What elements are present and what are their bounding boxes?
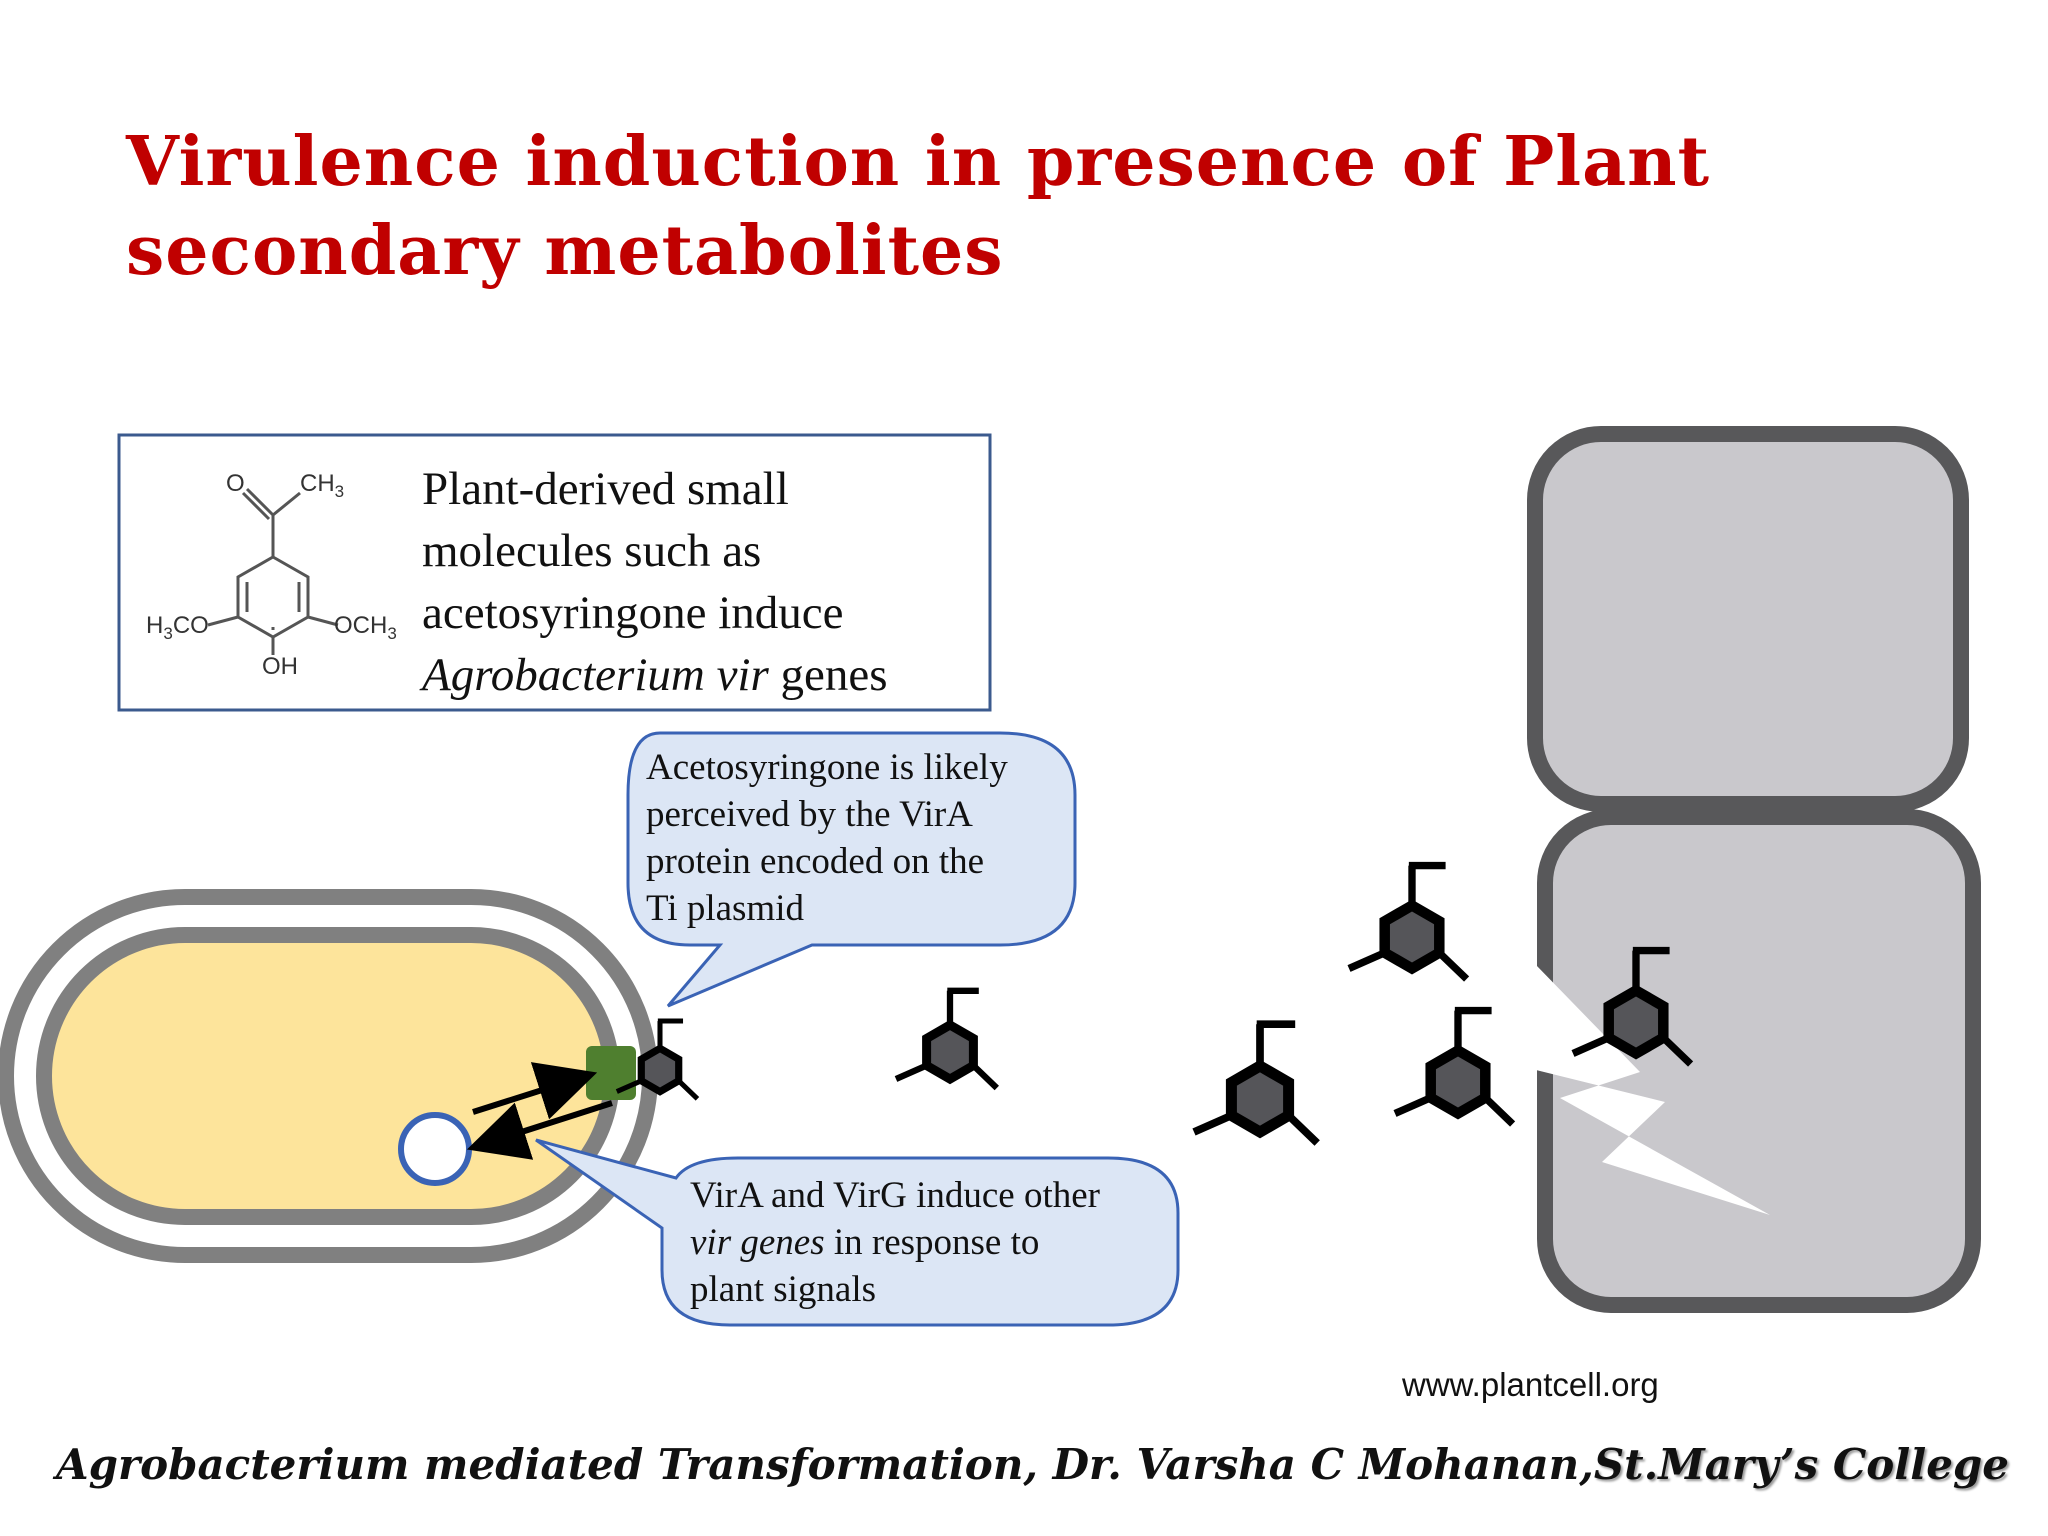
callout-bottom-line-2: vir genes in response to xyxy=(690,1219,1100,1266)
plant-cells xyxy=(1527,426,1981,1313)
info-box-text: Plant-derived small molecules such as ac… xyxy=(422,458,982,706)
slide-title: Virulence induction in presence of Plant… xyxy=(126,118,1826,296)
acetosyringone-icon xyxy=(896,991,997,1088)
title-line-1: Virulence induction in presence of Plant xyxy=(126,122,1710,202)
info-line-3: acetosyringone induce xyxy=(422,587,844,639)
slide-footer: Agrobacterium mediated Transformation, D… xyxy=(56,1440,2016,1489)
ti-plasmid xyxy=(398,1112,472,1186)
acetosyringone-icon xyxy=(1349,866,1467,979)
callout-top-bubble xyxy=(626,731,1077,1008)
plant-cell-top xyxy=(1527,426,1969,812)
left-methoxy-label: H3CO xyxy=(146,612,209,643)
acetosyringone-icon xyxy=(1194,1024,1317,1143)
callout-top-line-4: Ti plasmid xyxy=(646,888,804,929)
callout-bottom-line-2-rest: in response to xyxy=(824,1222,1040,1263)
acetosyringone-icon xyxy=(1395,1011,1513,1124)
info-italic-text: Agrobacterium vir xyxy=(422,649,769,701)
wound-site xyxy=(1536,965,1770,1215)
inner-membrane xyxy=(36,927,620,1225)
agrobacterium-cell xyxy=(0,889,658,1263)
callout-top-text: Acetosyringone is likely perceived by th… xyxy=(646,744,1008,932)
right-methoxy-label: OCH3 xyxy=(334,612,397,643)
info-line-2: molecules such as xyxy=(422,525,762,577)
callout-bottom-line-1: VirA and VirG induce other xyxy=(690,1175,1100,1216)
callout-bottom-bubble xyxy=(535,1138,1180,1327)
info-line-4: Agrobacterium vir genes xyxy=(422,644,982,706)
ketone-oxygen-label: O xyxy=(226,470,245,497)
callout-italic-text: vir genes xyxy=(690,1222,825,1263)
info-box xyxy=(117,433,992,712)
signal-arrow-to-plasmid xyxy=(466,1100,613,1160)
callout-top-line-3: protein encoded on the xyxy=(646,841,985,882)
callout-bottom-line-3: plant signals xyxy=(690,1269,877,1310)
hydroxyl-label: OH xyxy=(262,653,298,680)
methyl-label: CH3 xyxy=(300,470,344,501)
info-line-1: Plant-derived small xyxy=(422,463,789,515)
acetosyringone-structure xyxy=(207,487,339,655)
title-line-2: secondary metabolites xyxy=(126,211,1004,291)
footer-college: St.Mary’s College xyxy=(1593,1440,2010,1489)
footer-main: Agrobacterium mediated Transformation, D… xyxy=(56,1440,1594,1489)
callout-top-line-2: perceived by the VirA xyxy=(646,794,973,835)
callout-top-line-1: Acetosyringone is likely xyxy=(646,747,1008,788)
info-line-4-rest: genes xyxy=(768,649,888,701)
vira-receptor xyxy=(586,1046,636,1100)
source-credit: www.plantcell.org xyxy=(1402,1366,1659,1403)
callout-bottom-text: VirA and VirG induce other vir genes in … xyxy=(690,1172,1100,1313)
